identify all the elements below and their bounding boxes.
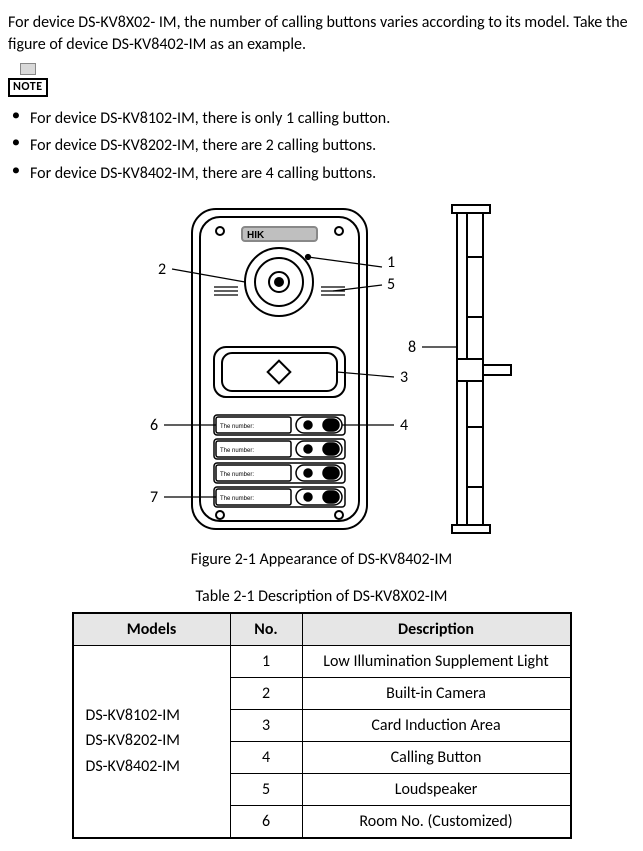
table-caption: Table 2-1 Description of DS-KV8X02-IM xyxy=(8,587,635,606)
intro-text: For device DS-KV8X02- IM, the number of … xyxy=(8,12,635,55)
svg-text:The number:: The number: xyxy=(220,496,254,502)
callout-2: 2 xyxy=(158,260,166,279)
bullet-item: For device DS-KV8402-IM, there are 4 cal… xyxy=(12,162,635,185)
table-row: DS-KV8102-IM DS-KV8202-IM DS-KV8402-IM 1… xyxy=(73,645,571,677)
models-cell: DS-KV8102-IM DS-KV8202-IM DS-KV8402-IM xyxy=(73,645,231,838)
figure: HIK xyxy=(8,197,635,542)
svg-text:The number:: The number: xyxy=(220,448,254,454)
figure-caption: Figure 2-1 Appearance of DS-KV8402-IM xyxy=(8,550,635,569)
th-no: No. xyxy=(230,613,302,646)
device-diagram: HIK xyxy=(112,197,532,542)
note-label: NOTE xyxy=(8,78,48,97)
note-bulb-icon xyxy=(20,63,36,75)
cell-no: 1 xyxy=(230,645,302,677)
model-item: DS-KV8102-IM xyxy=(86,703,222,729)
bullet-item: For device DS-KV8102-IM, there is only 1… xyxy=(12,107,635,130)
cell-desc: Loudspeaker xyxy=(302,773,571,805)
cell-desc: Card Induction Area xyxy=(302,709,571,741)
model-item: DS-KV8402-IM xyxy=(86,754,222,780)
callout-6: 6 xyxy=(150,416,158,435)
svg-text:The number:: The number: xyxy=(220,472,254,478)
cell-no: 5 xyxy=(230,773,302,805)
svg-text:The number:: The number: xyxy=(220,424,254,430)
th-models: Models xyxy=(73,613,231,646)
cell-desc: Calling Button xyxy=(302,741,571,773)
callout-5: 5 xyxy=(387,275,395,294)
cell-desc: Room No. (Customized) xyxy=(302,805,571,838)
callout-1: 1 xyxy=(387,253,395,272)
th-desc: Description xyxy=(302,613,571,646)
bullet-item: For device DS-KV8202-IM, there are 2 cal… xyxy=(12,134,635,157)
brand-text: HIK xyxy=(247,230,265,241)
description-table: Models No. Description DS-KV8102-IM DS-K… xyxy=(72,612,572,839)
cell-no: 2 xyxy=(230,677,302,709)
bullet-list: For device DS-KV8102-IM, there is only 1… xyxy=(8,107,635,185)
cell-desc: Low Illumination Supplement Light xyxy=(302,645,571,677)
cell-no: 3 xyxy=(230,709,302,741)
cell-no: 6 xyxy=(230,805,302,838)
callout-3: 3 xyxy=(400,368,408,387)
model-item: DS-KV8202-IM xyxy=(86,728,222,754)
cell-no: 4 xyxy=(230,741,302,773)
note-block: NOTE xyxy=(8,63,635,97)
callout-8: 8 xyxy=(408,338,416,357)
callout-7: 7 xyxy=(150,488,158,507)
callout-4: 4 xyxy=(400,416,408,435)
cell-desc: Built-in Camera xyxy=(302,677,571,709)
